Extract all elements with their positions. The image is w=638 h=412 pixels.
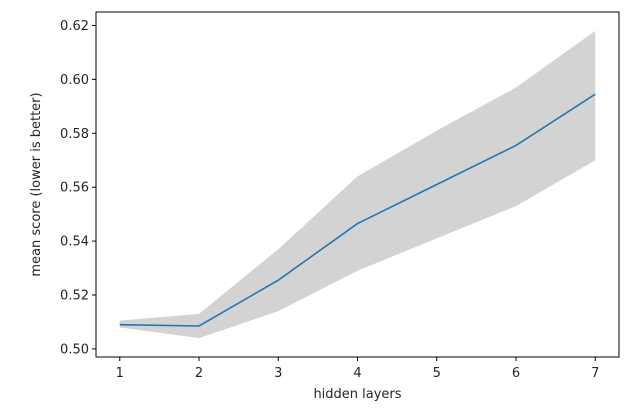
y-axis-label: mean score (lower is better) [29, 92, 44, 276]
y-tick-label: 0.62 [60, 19, 89, 34]
x-tick-label: 6 [512, 366, 520, 381]
x-tick-label: 5 [433, 366, 441, 381]
x-axis-ticks: 1 2 3 4 5 6 7 [116, 357, 599, 381]
x-tick-label: 1 [116, 366, 124, 381]
x-tick-label: 7 [591, 366, 599, 381]
x-tick-label: 2 [195, 366, 203, 381]
mean-score-line [119, 93, 596, 327]
y-axis-ticks: 0.50 0.52 0.54 0.56 0.58 0.60 0.62 [60, 19, 96, 357]
y-tick-label: 0.58 [60, 127, 89, 142]
confidence-band [119, 30, 596, 339]
y-tick-label: 0.54 [60, 235, 89, 250]
confidence-band-layer [119, 30, 596, 339]
x-axis-label: hidden layers [313, 387, 401, 402]
y-tick-label: 0.52 [60, 289, 89, 304]
x-tick-label: 3 [274, 366, 282, 381]
y-tick-label: 0.50 [60, 342, 89, 357]
series-line-layer [119, 93, 596, 327]
y-tick-label: 0.60 [60, 73, 89, 88]
y-tick-label: 0.56 [60, 181, 89, 196]
x-tick-label: 4 [353, 366, 361, 381]
